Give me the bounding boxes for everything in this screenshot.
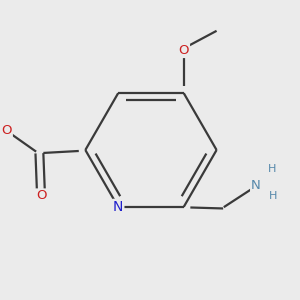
Text: H: H bbox=[267, 164, 276, 174]
Text: O: O bbox=[178, 44, 189, 57]
Text: N: N bbox=[251, 179, 261, 192]
Text: H: H bbox=[269, 191, 278, 201]
Text: O: O bbox=[2, 124, 12, 137]
Text: N: N bbox=[113, 200, 123, 214]
Text: O: O bbox=[36, 189, 46, 203]
